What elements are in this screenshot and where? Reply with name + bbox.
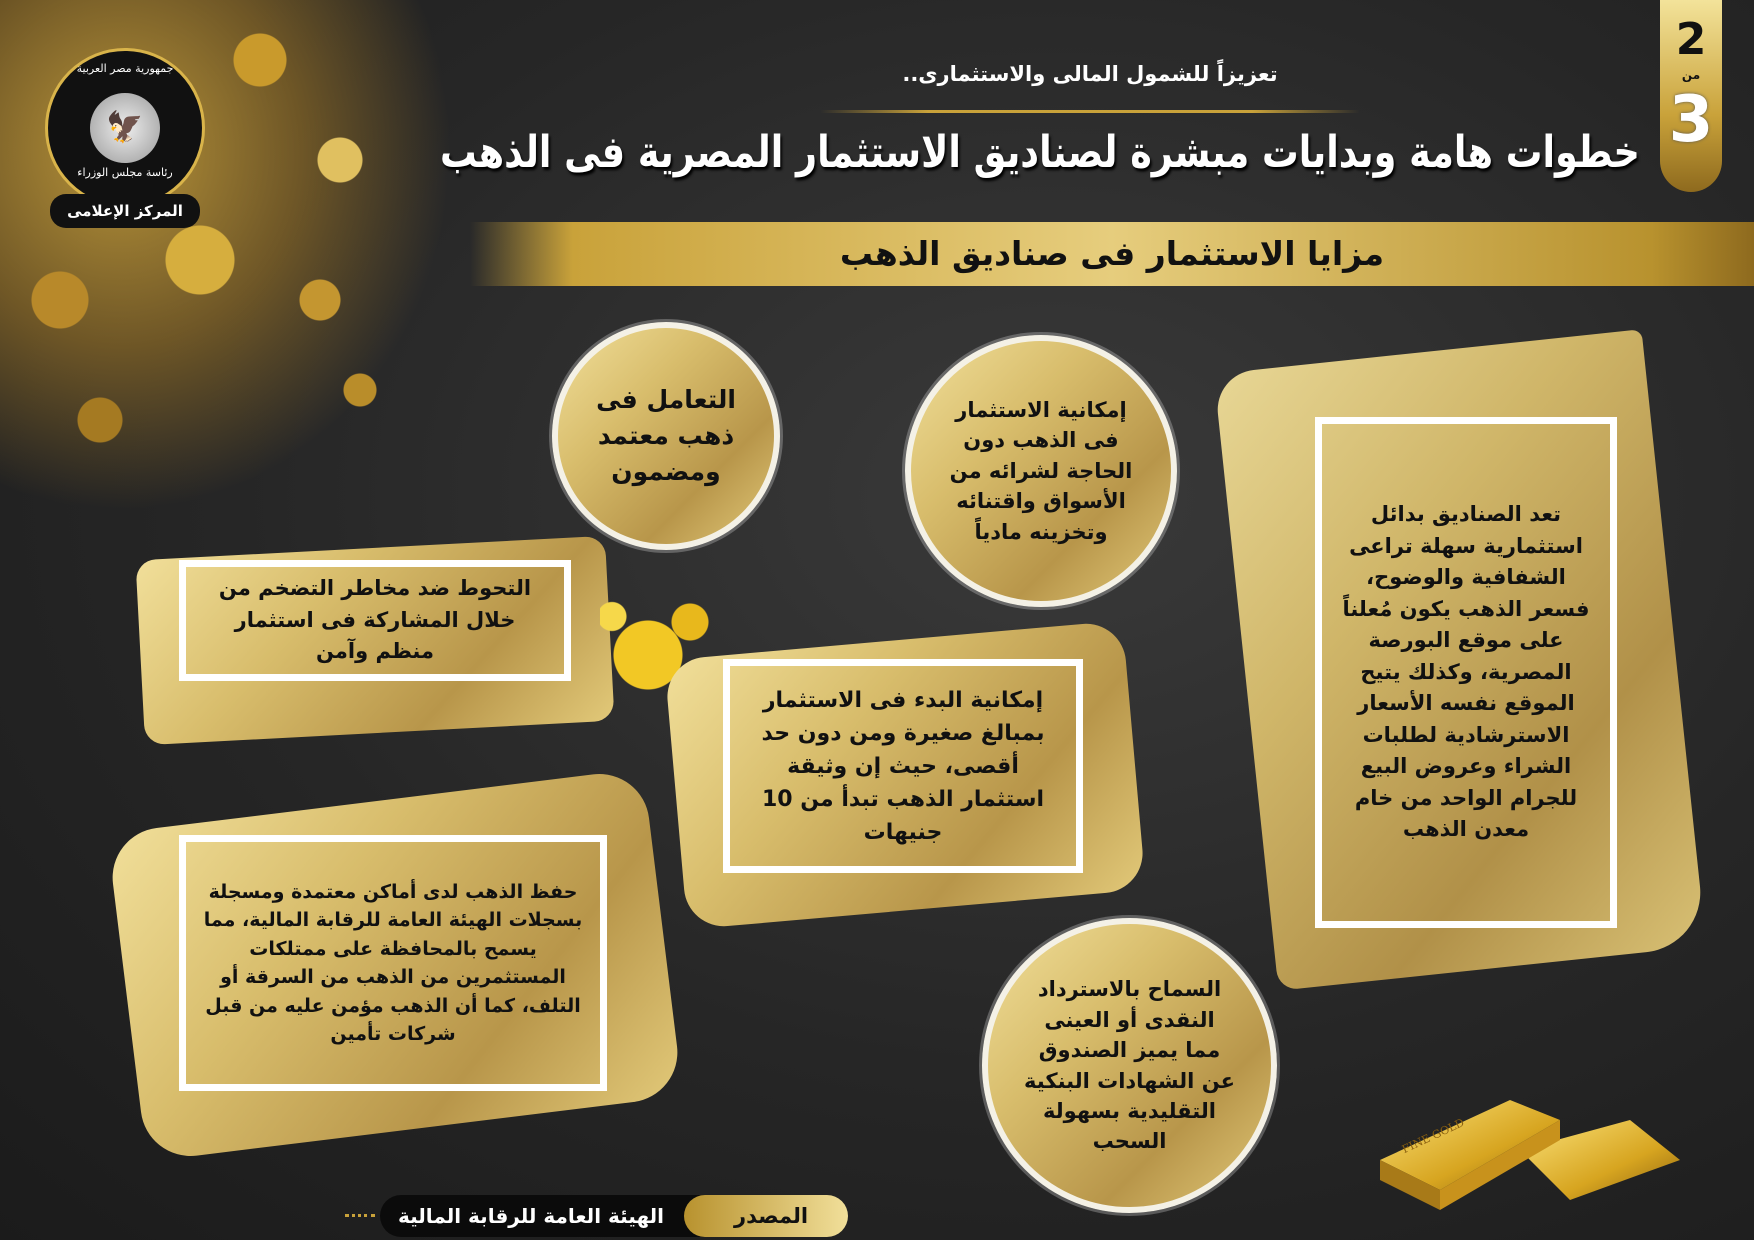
- page-of-label: من: [1681, 68, 1701, 82]
- source-footer: المصدر الهيئة العامة للرقابة المالية: [380, 1195, 849, 1237]
- benefit-text: حفظ الذهب لدى أماكن معتمدة ومسجلة بسجلات…: [203, 880, 583, 1046]
- logo-middle-text: رئاسة مجلس الوزراء: [77, 166, 173, 179]
- page-indicator: 2 من 3: [1660, 0, 1722, 192]
- section-heading: مزايا الاستثمار فى صناديق الذهب: [839, 234, 1385, 273]
- page-current: 2: [1675, 14, 1707, 65]
- subtitle: تعزيزاً للشمول المالى والاستثمارى..: [902, 62, 1278, 86]
- benefit-box-inflation-hedge: التحوط ضد مخاطر التضخم من خلال المشاركة …: [172, 553, 578, 688]
- benefit-circle-redemption: السماح بالاسترداد النقدى أو العينى مما ي…: [982, 918, 1277, 1213]
- source-value: الهيئة العامة للرقابة المالية: [398, 1204, 665, 1228]
- section-band: مزايا الاستثمار فى صناديق الذهب: [470, 222, 1754, 286]
- benefit-box-transparency: تعد الصناديق بدائل استثمارية سهلة تراعى …: [1308, 410, 1624, 935]
- benefit-circle-certified-gold: التعامل فى ذهب معتمد ومضمون: [552, 322, 780, 550]
- benefit-text: التحوط ضد مخاطر التضخم من خلال المشاركة …: [218, 576, 532, 664]
- logo-top-text: جمهورية مصر العربية: [76, 62, 174, 75]
- benefit-text: التعامل فى ذهب معتمد ومضمون: [596, 384, 736, 487]
- benefit-box-secure-storage: حفظ الذهب لدى أماكن معتمدة ومسجلة بسجلات…: [172, 828, 614, 1098]
- benefit-text: إمكانية الاستثمار فى الذهب دون الحاجة لش…: [949, 397, 1133, 544]
- logo-ribbon: المركز الإعلامى: [50, 194, 200, 228]
- page-total: 3: [1668, 83, 1714, 157]
- gold-bars-icon: FINE GOLD: [1380, 1100, 1680, 1210]
- benefit-text: تعد الصناديق بدائل استثمارية سهلة تراعى …: [1342, 502, 1590, 842]
- benefit-text: السماح بالاسترداد النقدى أو العينى مما ي…: [1024, 977, 1235, 1154]
- cabinet-logo: 🦅: [45, 48, 205, 208]
- benefit-text: إمكانية البدء فى الاستثمار بمبالغ صغيرة …: [761, 687, 1045, 845]
- eagle-emblem-icon: 🦅: [90, 93, 160, 163]
- benefit-circle-no-physical-storage: إمكانية الاستثمار فى الذهب دون الحاجة لش…: [905, 335, 1177, 607]
- benefit-box-small-amounts: إمكانية البدء فى الاستثمار بمبالغ صغيرة …: [716, 652, 1090, 880]
- page-title: خطوات هامة وبدايات مبشرة لصناديق الاستثم…: [440, 127, 1640, 178]
- divider: [820, 110, 1360, 113]
- source-label: المصدر: [684, 1195, 849, 1237]
- footer-dotted-line: [345, 1214, 375, 1217]
- page-title-container: خطوات هامة وبدايات مبشرة لصناديق الاستثم…: [440, 125, 1640, 189]
